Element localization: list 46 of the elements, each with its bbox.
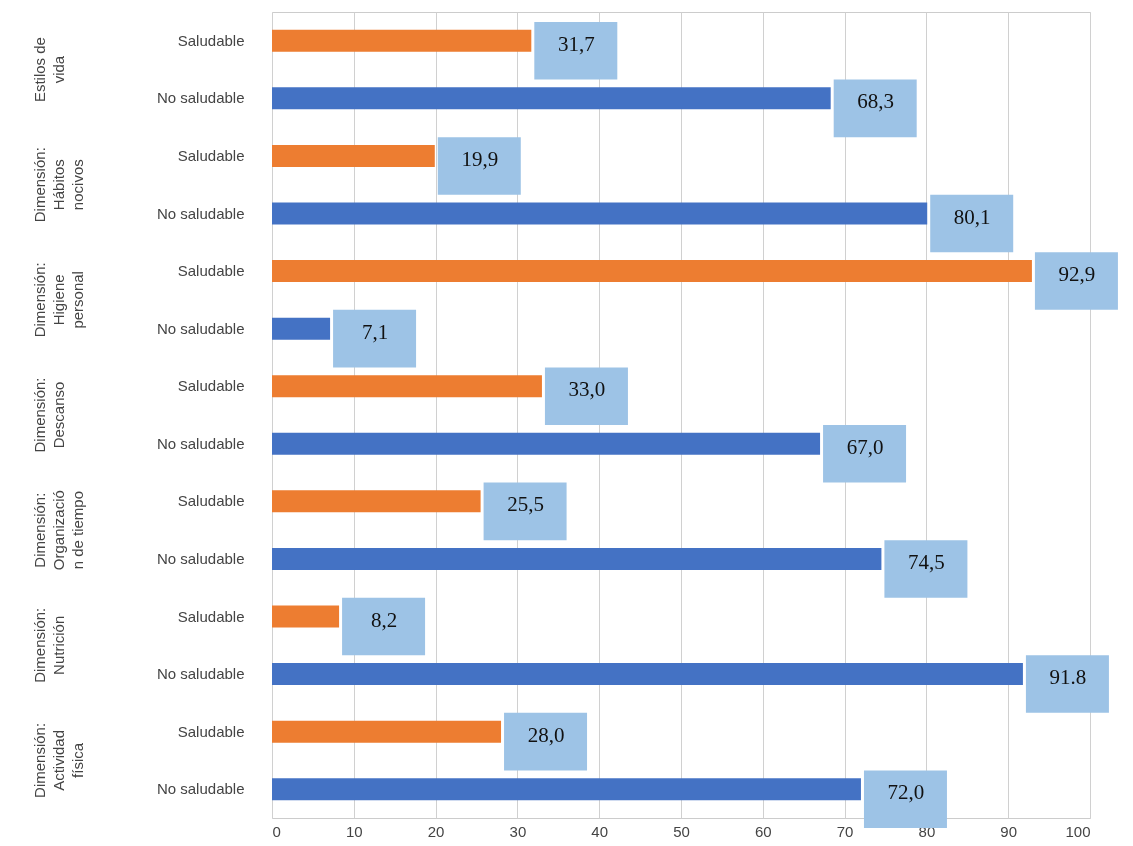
x-tick-label: 0 bbox=[272, 822, 281, 840]
y-tick-label: No saludable bbox=[156, 549, 245, 567]
y-tick-label: Saludable bbox=[177, 262, 245, 280]
data-label: 33,0 bbox=[568, 377, 606, 402]
text: Dimensión: Nutrición bbox=[31, 607, 67, 683]
y-tick-label: No saludable bbox=[156, 204, 245, 222]
data-label: 72,0 bbox=[887, 780, 925, 805]
x-tick-label: 50 bbox=[673, 822, 690, 840]
data-label: 67,0 bbox=[846, 434, 884, 459]
y-tick-label: No saludable bbox=[156, 319, 245, 337]
bar bbox=[272, 778, 861, 801]
data-label: 80,1 bbox=[953, 204, 991, 229]
y-tick-label: Saludable bbox=[177, 492, 245, 510]
x-tick-label: 90 bbox=[1000, 822, 1018, 840]
y-tick-label: Saludable bbox=[177, 31, 245, 49]
y-tick-label: No saludable bbox=[156, 780, 245, 798]
data-label: 28,0 bbox=[527, 722, 565, 747]
y-tick-label: Saludable bbox=[177, 722, 245, 740]
x-tick-label: 40 bbox=[591, 822, 609, 840]
text: Dimensión: Descanso bbox=[31, 377, 67, 453]
x-tick-label: 20 bbox=[427, 822, 445, 840]
y-tick-label: No saludable bbox=[156, 665, 245, 683]
y-tick-label: Saludable bbox=[177, 146, 245, 164]
data-label: 91.8 bbox=[1049, 665, 1087, 690]
text: Dimensión: Organizació n de tiempo bbox=[31, 490, 86, 571]
x-tick-label: 60 bbox=[754, 822, 772, 840]
y-tick-label: Saludable bbox=[177, 377, 245, 395]
y-tick-label: No saludable bbox=[156, 434, 245, 452]
y-tick-label: Saludable bbox=[177, 607, 245, 625]
text: Dimensión: Actividad física bbox=[31, 722, 86, 798]
data-label: 74,5 bbox=[908, 549, 945, 574]
data-label: 8,2 bbox=[370, 607, 398, 632]
data-label: 68,3 bbox=[857, 89, 895, 114]
data-label: 31,7 bbox=[557, 31, 595, 56]
x-tick-label: 100 bbox=[1065, 822, 1091, 840]
x-tick-label: 70 bbox=[836, 822, 854, 840]
data-label: 92,9 bbox=[1058, 262, 1096, 287]
y-tick-label: No saludable bbox=[156, 89, 245, 107]
text: Dimensión: Hábitos nocivos bbox=[31, 147, 86, 223]
data-label: 7,1 bbox=[361, 319, 389, 344]
x-tick-label: 10 bbox=[345, 822, 363, 840]
data-label: 25,5 bbox=[507, 492, 544, 517]
text: Estilos de vida bbox=[31, 37, 67, 103]
data-label: 19,9 bbox=[461, 146, 499, 171]
x-tick-label: 30 bbox=[509, 822, 527, 840]
text: Dimensión: Higiene personal bbox=[31, 262, 86, 338]
